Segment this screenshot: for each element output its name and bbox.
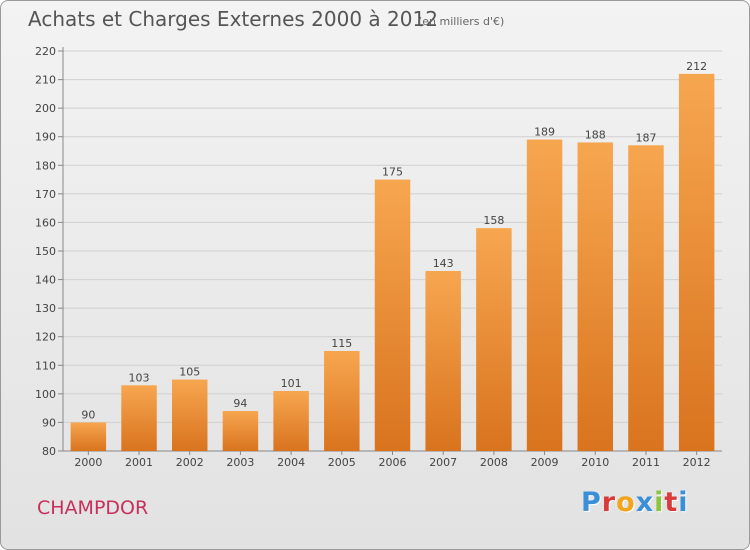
bar <box>70 422 107 451</box>
logo-letter: P <box>581 487 602 518</box>
y-tick-label: 100 <box>35 388 56 401</box>
bar <box>425 271 461 451</box>
x-tick-label: 2003 <box>226 456 254 469</box>
x-tick-label: 2006 <box>379 456 407 469</box>
bar-value-label: 103 <box>129 371 150 384</box>
logo-letter: i <box>654 487 665 518</box>
logo-letter: i <box>678 487 689 518</box>
bars <box>70 73 715 452</box>
y-tick-label: 220 <box>35 45 56 58</box>
y-tick-label: 120 <box>35 331 56 344</box>
x-tick-label: 2000 <box>74 456 102 469</box>
y-tick-label: 130 <box>35 302 56 315</box>
bar-value-label: 187 <box>635 131 656 144</box>
y-tick-label: 80 <box>42 445 56 458</box>
x-tick-label: 2007 <box>429 456 457 469</box>
logo-letter: t <box>664 487 679 518</box>
y-tick-label: 190 <box>35 131 56 144</box>
chart-title: Achats et Charges Externes 2000 à 2012 <box>28 7 438 31</box>
y-tick-label: 160 <box>35 216 56 229</box>
y-tick-label: 200 <box>35 102 56 115</box>
bar-value-label: 143 <box>433 257 454 270</box>
bar <box>171 379 208 451</box>
y-tick-label: 110 <box>35 359 56 372</box>
logo-letter: o <box>616 487 636 518</box>
bar <box>324 351 360 451</box>
logo-letter: r <box>601 487 617 518</box>
x-tick-label: 2002 <box>176 456 204 469</box>
x-tick-label: 2005 <box>328 456 356 469</box>
bar-value-label: 158 <box>483 214 504 227</box>
proxiti-logo: Proxiti <box>581 487 689 518</box>
bar-value-label: 101 <box>281 377 302 390</box>
y-tick-label: 90 <box>42 416 56 429</box>
bar <box>678 73 715 451</box>
x-tick-label: 2001 <box>125 456 153 469</box>
bar <box>273 391 309 451</box>
y-tick-label: 140 <box>35 274 56 287</box>
y-tick-label: 150 <box>35 245 56 258</box>
value-labels: 90 103 105 94 101 115 175 143 158 189 188 187 212 <box>81 60 707 422</box>
x-tick-label: 2011 <box>632 456 660 469</box>
bar <box>476 228 512 451</box>
bar <box>121 385 157 451</box>
y-tick-label: 210 <box>35 74 56 87</box>
bar-value-label: 212 <box>686 60 707 73</box>
commune-name: CHAMPDOR <box>37 497 149 519</box>
bar-value-label: 175 <box>382 166 403 179</box>
bar <box>222 411 259 451</box>
bar <box>526 139 563 452</box>
x-tick-label: 2004 <box>277 456 305 469</box>
x-tick-label: 2012 <box>683 456 711 469</box>
bar-value-label: 94 <box>233 397 247 410</box>
bar-value-label: 189 <box>534 126 555 139</box>
x-tick-label: 2008 <box>480 456 508 469</box>
bar-value-label: 115 <box>331 337 352 350</box>
bar-value-label: 90 <box>81 408 95 421</box>
bar-value-label: 188 <box>585 128 606 141</box>
y-tick-label: 170 <box>35 188 56 201</box>
logo-letter: x <box>635 487 655 518</box>
bar <box>577 142 614 451</box>
x-tick-label: 2009 <box>531 456 559 469</box>
y-tick-label: 180 <box>35 159 56 172</box>
bar <box>374 179 411 452</box>
bar-value-label: 105 <box>179 366 200 379</box>
bar <box>628 145 664 452</box>
x-tick-label: 2010 <box>581 456 609 469</box>
chart-subtitle: (en milliers d'€) <box>418 15 505 28</box>
